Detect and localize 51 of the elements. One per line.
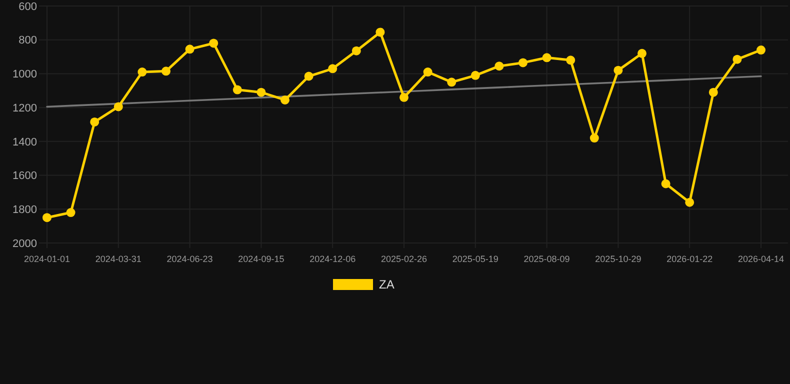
point <box>590 134 599 143</box>
point <box>66 208 76 218</box>
x-tick-label: 2026-04-14 <box>738 254 784 264</box>
x-tick-label: 2025-08-09 <box>524 254 570 264</box>
y-tick-label: 2000 <box>12 238 37 250</box>
point <box>185 44 194 54</box>
point <box>138 68 147 77</box>
point <box>304 72 314 81</box>
point <box>518 58 528 68</box>
point <box>423 68 432 77</box>
point <box>661 179 670 188</box>
x-tick-label: 2025-10-29 <box>595 254 642 264</box>
point <box>256 88 266 97</box>
x-tick-label: 2026-01-22 <box>666 254 713 264</box>
x-tick-label: 2024-01-01 <box>24 254 70 264</box>
point <box>376 28 385 37</box>
point <box>542 53 552 62</box>
point <box>470 70 480 80</box>
legend-label: ZA <box>379 278 394 292</box>
point <box>280 95 290 104</box>
y-tick-label: 1200 <box>12 102 37 114</box>
x-tick-label: 2025-05-19 <box>452 254 498 264</box>
point <box>352 46 361 56</box>
point <box>756 46 766 55</box>
point <box>494 62 504 71</box>
point <box>42 213 52 222</box>
point <box>685 198 694 207</box>
point <box>732 54 742 64</box>
point <box>162 66 170 76</box>
point <box>447 78 456 87</box>
x-tick-label: 2024-03-31 <box>95 254 142 264</box>
point <box>232 85 242 94</box>
point <box>328 64 338 74</box>
point <box>114 102 123 112</box>
point <box>638 48 646 58</box>
point <box>400 92 408 102</box>
y-tick-label: 1800 <box>12 204 37 216</box>
x-tick-label: 2024-06-23 <box>166 254 213 264</box>
x-tick-label: 2024-09-15 <box>238 254 284 264</box>
x-tick-label: 2024-12-06 <box>310 254 356 264</box>
point <box>566 56 576 65</box>
point <box>209 38 218 48</box>
y-tick-label: 800 <box>18 34 37 47</box>
y-tick-label: 600 <box>18 0 37 13</box>
y-tick-label: 1400 <box>12 136 37 148</box>
x-tick-label: 2025-02-26 <box>380 254 428 264</box>
y-tick-label: 1600 <box>12 170 37 182</box>
y-tick-label: 1000 <box>12 68 37 81</box>
point <box>614 66 623 75</box>
point <box>90 117 100 126</box>
point <box>708 88 718 97</box>
